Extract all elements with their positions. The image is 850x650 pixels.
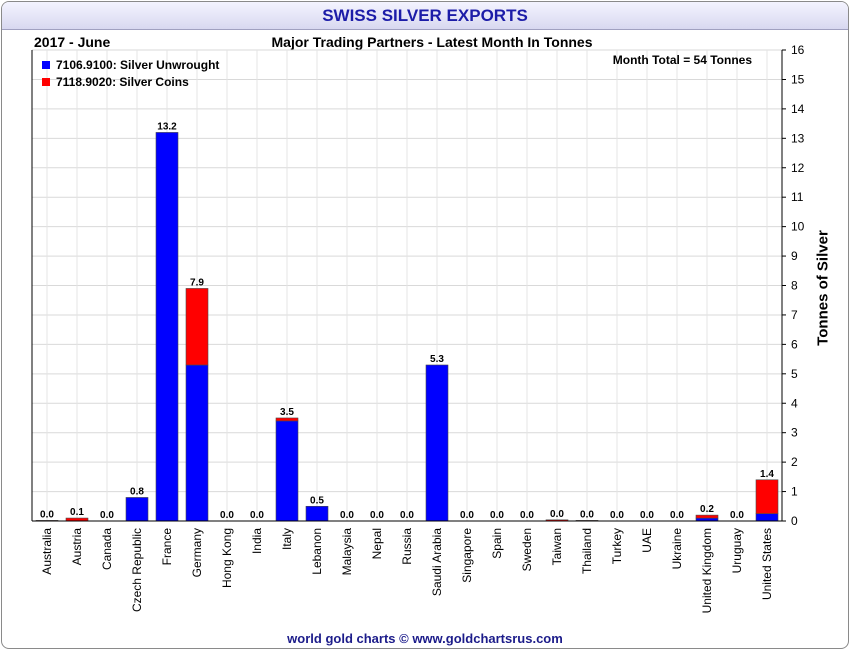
bar-segment-unwrought (125, 497, 149, 522)
x-category-label: India (250, 528, 264, 554)
bar-total-label: 1.4 (760, 469, 774, 480)
chart-subtitle: Major Trading Partners - Latest Month In… (271, 34, 593, 50)
bar-total-label: 0.0 (610, 510, 624, 521)
bar-segment-unwrought (425, 364, 449, 522)
footer-credit: world gold charts © www.goldchartsrus.co… (287, 631, 563, 646)
legend-item-coins: 7118.9020: Silver Coins (42, 73, 219, 90)
x-category-label: Spain (490, 528, 504, 559)
x-category-label: Lebanon (310, 528, 324, 575)
x-category-label: Hong Kong (220, 528, 234, 588)
y-tick-label: 4 (791, 396, 798, 410)
y-tick-label: 7 (791, 308, 798, 322)
bar-segment-coins (185, 288, 209, 366)
x-category-label: Taiwan (550, 528, 564, 565)
bar-segment-unwrought (755, 513, 779, 522)
legend-label-coins: 7118.9020: Silver Coins (56, 74, 189, 89)
x-category-label: Singapore (460, 528, 474, 583)
legend-swatch-unwrought (42, 60, 50, 69)
bar-total-label: 13.2 (157, 121, 177, 132)
bar-segment-coins (695, 514, 719, 519)
legend-label-unwrought: 7106.9100: Silver Unwrought (56, 57, 220, 72)
bar-total-label: 0.0 (400, 510, 414, 521)
x-category-label: France (160, 528, 174, 566)
bar-segment-unwrought (155, 132, 179, 522)
bar-total-label: 5.3 (430, 354, 444, 365)
y-tick-label: 5 (791, 367, 798, 381)
bar-segment-coins (275, 417, 299, 422)
bar-total-label: 0.0 (640, 510, 654, 521)
y-tick-label: 8 (791, 279, 798, 293)
y-tick-label: 13 (791, 131, 805, 145)
month-total-annotation: Month Total = 54 Tonnes (612, 53, 752, 67)
bar-total-label: 0.0 (490, 510, 504, 521)
bar-segment-unwrought (305, 505, 329, 522)
x-category-label: Australia (40, 528, 54, 575)
y-tick-label: 3 (791, 426, 798, 440)
bar-total-label: 3.5 (280, 407, 294, 418)
x-category-label: Czech Republic (130, 528, 144, 612)
x-category-label: Nepal (370, 528, 384, 559)
chart-period: 2017 - June (34, 34, 111, 50)
x-category-label: UAE (640, 528, 654, 553)
y-axis-title: Tonnes of Silver (814, 230, 832, 346)
chart-title: SWISS SILVER EXPORTS (322, 6, 528, 25)
y-tick-label: 9 (791, 249, 798, 263)
y-tick-label: 6 (791, 337, 798, 351)
bar-segment-unwrought (185, 364, 209, 522)
bar-total-label: 0.0 (520, 510, 534, 521)
legend: 7106.9100: Silver Unwrought 7118.9020: S… (42, 56, 219, 90)
bar-total-label: 0.0 (220, 510, 234, 521)
legend-swatch-coins (42, 77, 50, 86)
x-category-label: Ukraine (670, 528, 684, 570)
bar-total-label: 0.0 (730, 510, 744, 521)
bar-segment-coins (755, 479, 779, 514)
bar-total-label: 0.0 (40, 509, 54, 520)
y-tick-label: 11 (791, 190, 804, 204)
x-category-label: Russia (400, 528, 414, 565)
y-tick-label: 10 (791, 220, 805, 234)
y-tick-label: 2 (791, 455, 798, 469)
x-category-label: United States (760, 528, 774, 600)
y-tick-label: 12 (791, 161, 805, 175)
y-tick-label: 0 (791, 514, 798, 528)
bar-total-label: 0.0 (370, 510, 384, 521)
bar-total-label: 0.0 (100, 510, 114, 521)
bar-total-label: 0.0 (460, 510, 474, 521)
bar-total-label: 7.9 (190, 277, 204, 288)
bar-total-label: 0.8 (130, 486, 144, 497)
bar-total-label: 0.1 (70, 507, 84, 518)
x-category-label: Turkey (610, 528, 624, 564)
bar-segment-unwrought (275, 420, 299, 522)
x-category-label: Sweden (520, 528, 534, 571)
bar-total-label: 0.0 (340, 510, 354, 521)
bar-total-label: 0.0 (550, 509, 564, 520)
x-category-label: Thailand (580, 528, 594, 574)
bar-total-label: 0.2 (700, 504, 714, 515)
bar-total-label: 0.0 (670, 510, 684, 521)
y-tick-label: 16 (791, 43, 805, 57)
x-category-label: Saudi Arabia (430, 528, 444, 596)
y-tick-label: 15 (791, 72, 805, 86)
bar-total-label: 0.0 (250, 510, 264, 521)
x-category-label: Italy (280, 528, 294, 550)
y-tick-label: 1 (791, 485, 798, 499)
title-bar: SWISS SILVER EXPORTS (2, 2, 848, 30)
x-category-label: Austria (70, 528, 84, 566)
legend-item-unwrought: 7106.9100: Silver Unwrought (42, 56, 219, 73)
bar-total-label: 0.5 (310, 495, 324, 506)
x-category-label: United Kingdom (700, 528, 714, 613)
x-category-label: Germany (190, 528, 204, 577)
x-category-label: Malaysia (340, 528, 354, 576)
y-tick-label: 14 (791, 102, 805, 116)
x-category-label: Uruguay (730, 528, 744, 573)
bar-total-label: 0.0 (580, 509, 594, 520)
x-category-label: Canada (100, 528, 114, 570)
